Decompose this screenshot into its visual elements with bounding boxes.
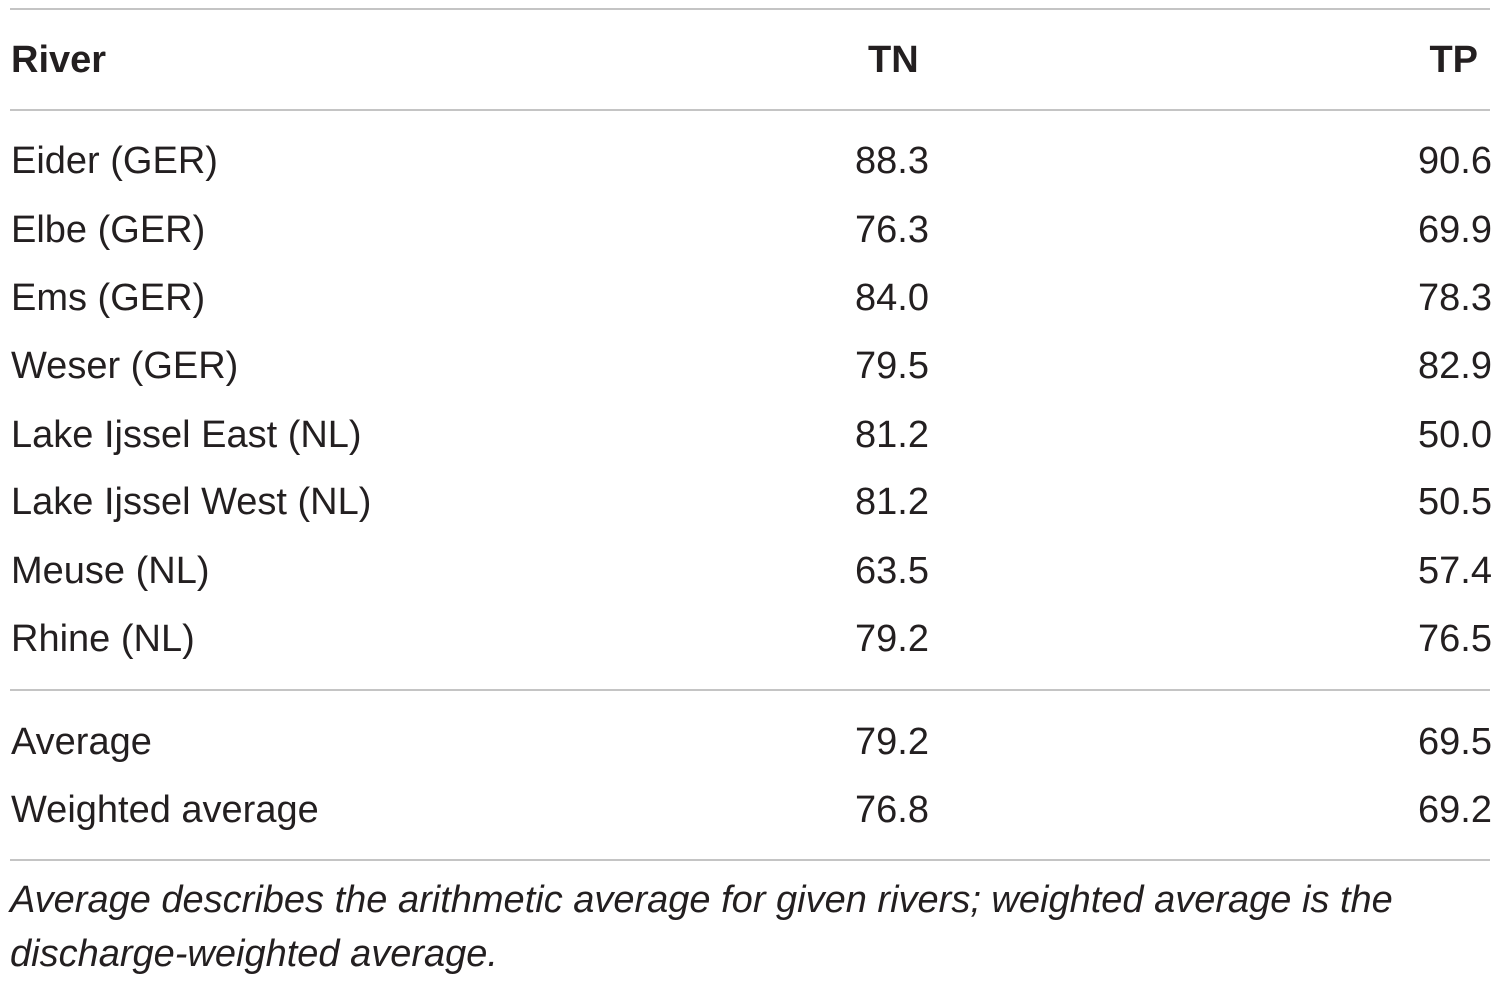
river-name: Elbe (GER) bbox=[11, 209, 206, 251]
table-row: Ems (GER) 84.0 78.3 bbox=[0, 264, 1500, 332]
summary-label: Weighted average bbox=[11, 789, 319, 831]
river-name: Weser (GER) bbox=[11, 345, 239, 387]
tn-value: 81.2 bbox=[855, 414, 929, 456]
tn-value: 84.0 bbox=[855, 277, 929, 319]
river-name: Eider (GER) bbox=[11, 140, 218, 182]
summary-row: Weighted average 76.8 69.2 bbox=[0, 776, 1500, 844]
summary-rule bbox=[10, 689, 1490, 691]
table-footnote: Average describes the arithmetic average… bbox=[10, 879, 1393, 975]
tp-value: 69.2 bbox=[1418, 789, 1492, 831]
river-name: Ems (GER) bbox=[11, 277, 206, 319]
summary-label: Average bbox=[11, 721, 152, 763]
tn-value: 79.2 bbox=[855, 721, 929, 763]
table-bottom-rule bbox=[10, 859, 1490, 861]
tn-value: 81.2 bbox=[855, 481, 929, 523]
river-name: Meuse (NL) bbox=[11, 550, 210, 592]
tp-value: 50.5 bbox=[1418, 481, 1492, 523]
river-name: Rhine (NL) bbox=[11, 618, 195, 660]
table-row: Eider (GER) 88.3 90.6 bbox=[0, 127, 1500, 195]
table-row: Lake Ijssel West (NL) 81.2 50.5 bbox=[0, 468, 1500, 536]
table-top-rule bbox=[10, 8, 1490, 10]
tp-value: 69.9 bbox=[1418, 209, 1492, 251]
tp-value: 76.5 bbox=[1418, 618, 1492, 660]
tn-value: 63.5 bbox=[855, 550, 929, 592]
tn-value: 76.3 bbox=[855, 209, 929, 251]
tp-value: 82.9 bbox=[1418, 345, 1492, 387]
tn-value: 76.8 bbox=[855, 789, 929, 831]
column-header-river: River bbox=[11, 39, 107, 81]
table-row: Meuse (NL) 63.5 57.4 bbox=[0, 537, 1500, 605]
table-row: Rhine (NL) 79.2 76.5 bbox=[0, 605, 1500, 673]
table-row: Elbe (GER) 76.3 69.9 bbox=[0, 196, 1500, 264]
tp-value: 90.6 bbox=[1418, 140, 1492, 182]
tp-value: 78.3 bbox=[1418, 277, 1492, 319]
tp-value: 69.5 bbox=[1418, 721, 1492, 763]
river-name: Lake Ijssel West (NL) bbox=[11, 481, 372, 523]
tn-value: 88.3 bbox=[855, 140, 929, 182]
table-row: Weser (GER) 79.5 82.9 bbox=[0, 332, 1500, 400]
column-header-tp: TP bbox=[1429, 39, 1478, 81]
table-row: Lake Ijssel East (NL) 81.2 50.0 bbox=[0, 401, 1500, 469]
tn-value: 79.2 bbox=[855, 618, 929, 660]
tn-value: 79.5 bbox=[855, 345, 929, 387]
tp-value: 57.4 bbox=[1418, 550, 1492, 592]
river-name: Lake Ijssel East (NL) bbox=[11, 414, 362, 456]
summary-row: Average 79.2 69.5 bbox=[0, 708, 1500, 776]
tp-value: 50.0 bbox=[1418, 414, 1492, 456]
column-header-tn: TN bbox=[868, 39, 919, 81]
header-rule bbox=[10, 109, 1490, 111]
table-header-row: River TN TP bbox=[0, 26, 1500, 94]
